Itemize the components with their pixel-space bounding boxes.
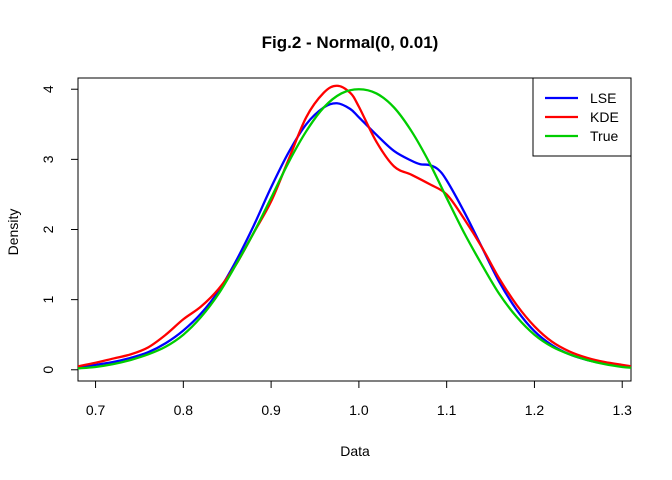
series-lines [78,84,631,370]
y-tick-label: 1 [40,296,56,304]
y-tick-label: 4 [40,85,56,93]
y-tick-label: 3 [40,155,56,163]
x-tick-label: 0.8 [174,402,194,418]
legend-label-true: True [590,128,618,144]
y-axis-label: Density [5,209,21,256]
series-line-kde [78,84,631,368]
x-tick-label: 1.2 [525,402,545,418]
y-axis: 0 1 2 3 4 [40,85,78,374]
x-axis-label: Data [340,443,370,459]
y-tick-label: 2 [40,225,56,233]
x-tick-label: 1.1 [437,402,457,418]
x-tick-label: 0.7 [86,402,106,418]
x-tick-label: 1.0 [349,402,369,418]
x-axis: 0.7 0.8 0.9 1.0 1.1 1.2 1.3 [86,381,632,418]
legend: LSE KDE True [532,77,632,157]
x-tick-label: 0.9 [261,402,281,418]
x-tick-label: 1.3 [612,402,632,418]
legend-label-kde: KDE [590,109,619,125]
series-line-true [78,88,631,370]
chart-title: Fig.2 - Normal(0, 0.01) [262,33,439,52]
legend-label-lse: LSE [590,90,616,106]
y-tick-label: 0 [40,366,56,374]
